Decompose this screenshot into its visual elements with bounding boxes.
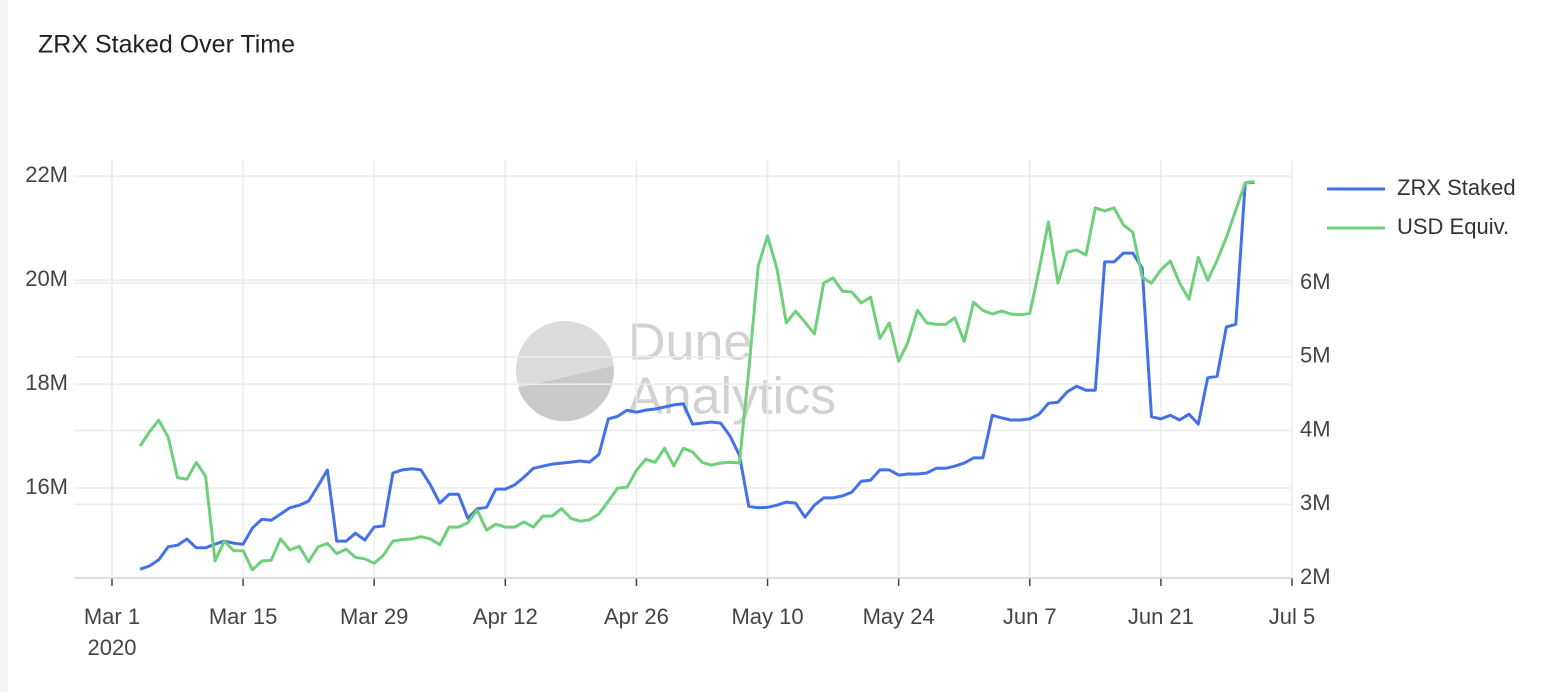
legend-label: ZRX Staked <box>1397 175 1516 200</box>
line-series <box>138 179 1255 572</box>
watermark-text: Dune <box>628 314 752 372</box>
legend-label: USD Equiv. <box>1397 214 1509 239</box>
x-tick-label: Apr 12 <box>473 604 538 629</box>
y2-tick-label: 2M <box>1300 564 1331 589</box>
chart-title: ZRX Staked Over Time <box>38 31 295 59</box>
x-tick-label: Apr 26 <box>604 604 669 629</box>
y2-tick-label: 6M <box>1300 269 1331 294</box>
side-strip <box>0 0 8 692</box>
x-tick-label: Jun 7 <box>1003 604 1057 629</box>
y2-tick-label: 4M <box>1300 416 1331 441</box>
y2-tick-label: 5M <box>1300 343 1331 368</box>
y-tick-label: 16M <box>25 474 68 499</box>
watermark-logo-shade <box>518 366 614 422</box>
x-year-label: 2020 <box>87 635 136 660</box>
x-tick-label: Mar 29 <box>340 604 408 629</box>
line-series <box>139 180 1255 571</box>
y2-tick-label: 3M <box>1300 490 1331 515</box>
x-tick-label: Mar 15 <box>209 604 277 629</box>
watermark-text: Analytics <box>628 368 836 426</box>
x-tick-label: May 24 <box>863 604 935 629</box>
watermark: Dune Analytics <box>516 314 836 426</box>
x-tick-label: Jun 21 <box>1128 604 1194 629</box>
x-tick-label: Mar 1 <box>84 604 140 629</box>
x-tick-label: Jul 5 <box>1269 604 1315 629</box>
x-tick-label: May 10 <box>731 604 803 629</box>
y-tick-label: 18M <box>25 370 68 395</box>
y-tick-label: 22M <box>25 162 68 187</box>
y-tick-label: 20M <box>25 266 68 291</box>
